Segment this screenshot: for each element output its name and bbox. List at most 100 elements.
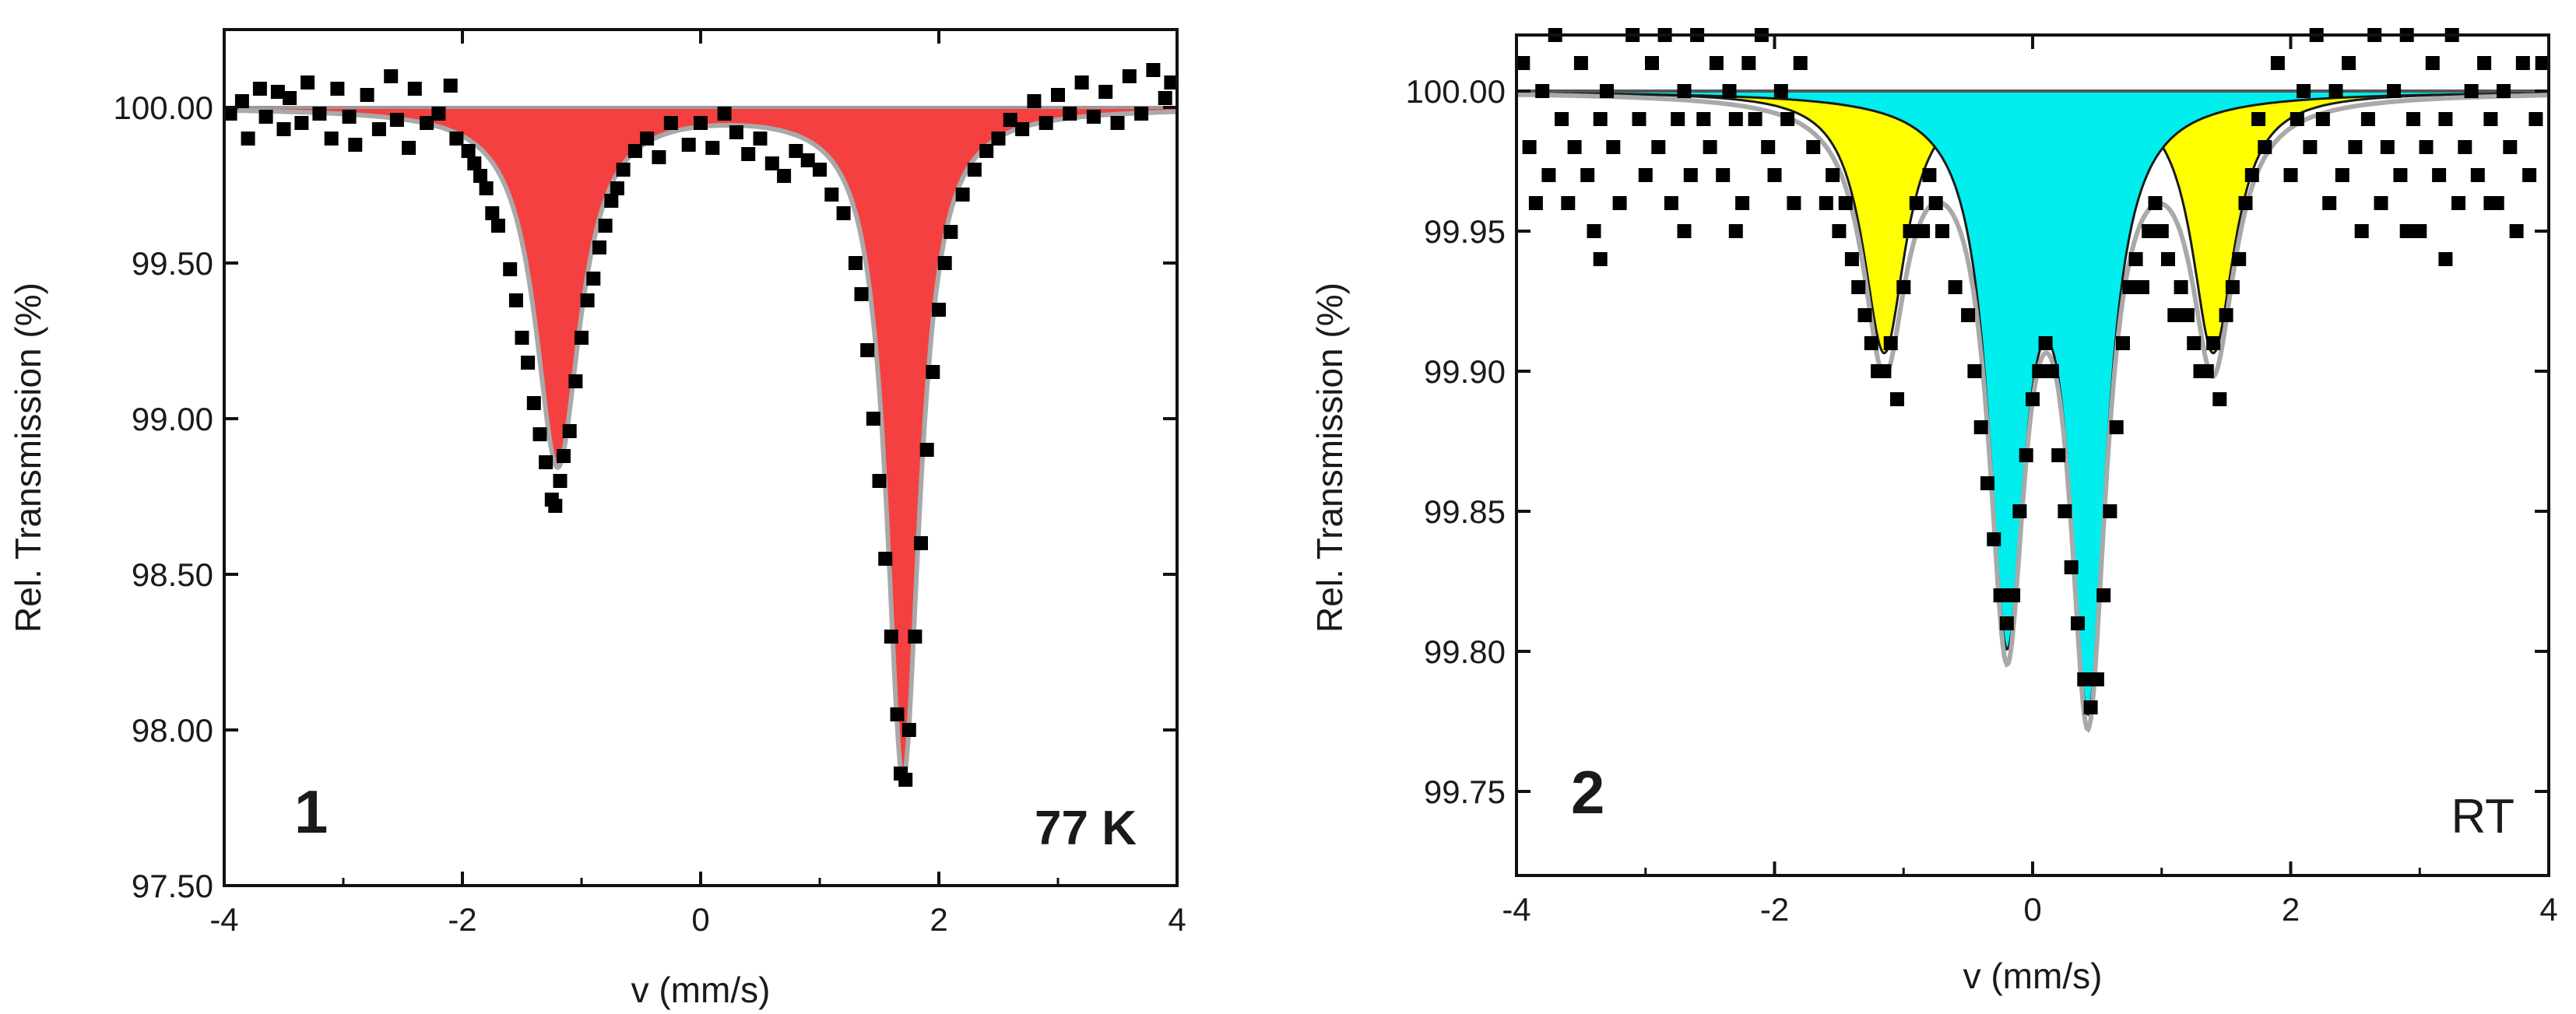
chart-1-y-tick-label: 98.00 (132, 712, 213, 749)
chart-2-data-point (1696, 112, 1711, 126)
chart-1-data-point (813, 163, 827, 177)
chart-2-data-point (1922, 168, 1937, 182)
chart-1-data-point (926, 365, 940, 379)
chart-2-x-tick-label: 4 (2539, 891, 2557, 928)
chart-1-data-point (553, 474, 568, 488)
chart-1-data-point (824, 188, 839, 202)
chart-1-data-point (371, 122, 386, 136)
chart-2-data-point (1716, 168, 1731, 182)
chart-2-data-point (2387, 84, 2402, 98)
chart-2-data-point (2251, 112, 2266, 126)
chart-2-data-point (2419, 140, 2434, 154)
chart-2-data-point (2238, 196, 2253, 210)
chart-1-data-point (389, 113, 404, 127)
chart-2-data-point (2225, 280, 2240, 294)
chart-2-data-point (2290, 112, 2304, 126)
chart-1-y-tick-label: 97.50 (132, 868, 213, 904)
chart-2-data-point (1561, 196, 1576, 210)
chart-2-data-point (1516, 56, 1530, 70)
chart-1-data-point (270, 85, 285, 99)
chart-2-data-point (2458, 140, 2472, 154)
chart-1-plot-frame (223, 28, 1179, 887)
chart-2-x-axis-label: v (mm/s) (1963, 956, 2103, 996)
chart-1-y-tick-label: 99.50 (132, 245, 213, 282)
chart-1-data-point (586, 272, 601, 286)
chart-1-data-point (640, 132, 655, 146)
chart-1-data-point (944, 225, 958, 239)
chart-1-data-point (777, 169, 792, 183)
chart-2-y-tick-label: 99.75 (1424, 774, 1506, 810)
chart-1-fit-envelope (223, 107, 1177, 784)
chart-1-data-point (878, 552, 893, 566)
chart-1-data-point (955, 188, 970, 202)
chart-1-y-axis-label: Rel. Transmission (%) (8, 282, 48, 633)
chart-2-data-point (2529, 112, 2543, 126)
chart-1-temperature-annotation: 77 K (1035, 802, 1137, 855)
chart-1-data-point (890, 707, 905, 721)
chart-1-x-tick-label: 2 (930, 901, 947, 938)
chart-2-data-point (2438, 112, 2453, 126)
chart-2-data-point (1838, 196, 1853, 210)
chart-2-data-point (1580, 168, 1595, 182)
chart-1-data-point (1122, 69, 1137, 83)
chart-2-data-point (2360, 112, 2375, 126)
chart-1-data-point (1015, 122, 1030, 136)
chart-2-data-point (2199, 364, 2214, 378)
chart-2-data-point (1664, 196, 1678, 210)
chart-1-data-point (901, 723, 916, 737)
chart-2-data-point (2122, 280, 2137, 294)
chart-2-data-point (2128, 252, 2143, 266)
chart-2-data-point (1773, 84, 1788, 98)
chart-2-data-point (2483, 196, 2498, 210)
chart-2-data-point (2354, 224, 2369, 238)
chart-panel-2: 100.00 99.95 99.90 99.85 99.80 99.75 -4 -2 0 2 4 2… (1309, 28, 2558, 996)
chart-1-data-point (1134, 107, 1149, 121)
chart-1-data-point (616, 163, 631, 177)
chart-1-data-point (848, 256, 863, 270)
chart-1-component-1-area (224, 107, 1177, 779)
chart-1-data-point (681, 138, 696, 152)
chart-2-data-point (2393, 168, 2408, 182)
chart-2-data-point (2044, 364, 2059, 378)
chart-2-data-point (1748, 112, 1762, 126)
chart-1-data-point (557, 449, 571, 463)
chart-2-data-point (1928, 196, 1943, 210)
chart-2-data-point (1522, 140, 1537, 154)
chart-1-data-point (610, 181, 624, 195)
chart-2-data-point (1612, 196, 1627, 210)
chart-2-data-point (2161, 252, 2175, 266)
chart-2-data-point (1916, 224, 1931, 238)
chart-1-data-point (521, 356, 536, 370)
chart-2-y-tick-label: 99.90 (1424, 353, 1506, 390)
chart-2-data-point (1703, 140, 1717, 154)
chart-1-data-point (898, 773, 913, 787)
chart-2-data-point (2283, 168, 2298, 182)
chart-2-y-tick-label: 99.80 (1424, 633, 1506, 670)
chart-1-data-point (979, 144, 994, 158)
chart-1-data-point (967, 163, 982, 177)
chart-2-data-point (1632, 112, 1646, 126)
chart-2-data-point (1877, 364, 1892, 378)
chart-2-data-point (2522, 168, 2537, 182)
chart-2-data-point (1844, 252, 1859, 266)
chart-2-data-point (2174, 280, 2188, 294)
chart-1-x-tick-label: 0 (691, 901, 709, 938)
chart-2-data-point (1767, 168, 1782, 182)
chart-2-data-point (2206, 336, 2221, 350)
chart-2-data-point (1909, 196, 1924, 210)
chart-2-ticks: 100.00 99.95 99.90 99.85 99.80 99.75 -4 -2 0 2 4 (1406, 35, 2558, 928)
chart-1-data-point (562, 424, 577, 438)
chart-1-data-point (294, 116, 309, 130)
chart-2-data-point (2380, 140, 2395, 154)
chart-2-y-tick-label: 99.95 (1424, 213, 1506, 250)
chart-1-data-point (764, 156, 779, 170)
chart-2-data-point (2315, 112, 2330, 126)
chart-2-x-tick-label: 0 (2023, 891, 2041, 928)
chart-2-data-point (2058, 504, 2072, 518)
chart-2-data-point (2187, 336, 2202, 350)
chart-1-data-point (234, 94, 249, 108)
chart-2-data-point (1535, 84, 1550, 98)
chart-2-data-point (2180, 308, 2195, 322)
chart-2-data-point (1973, 420, 1988, 434)
